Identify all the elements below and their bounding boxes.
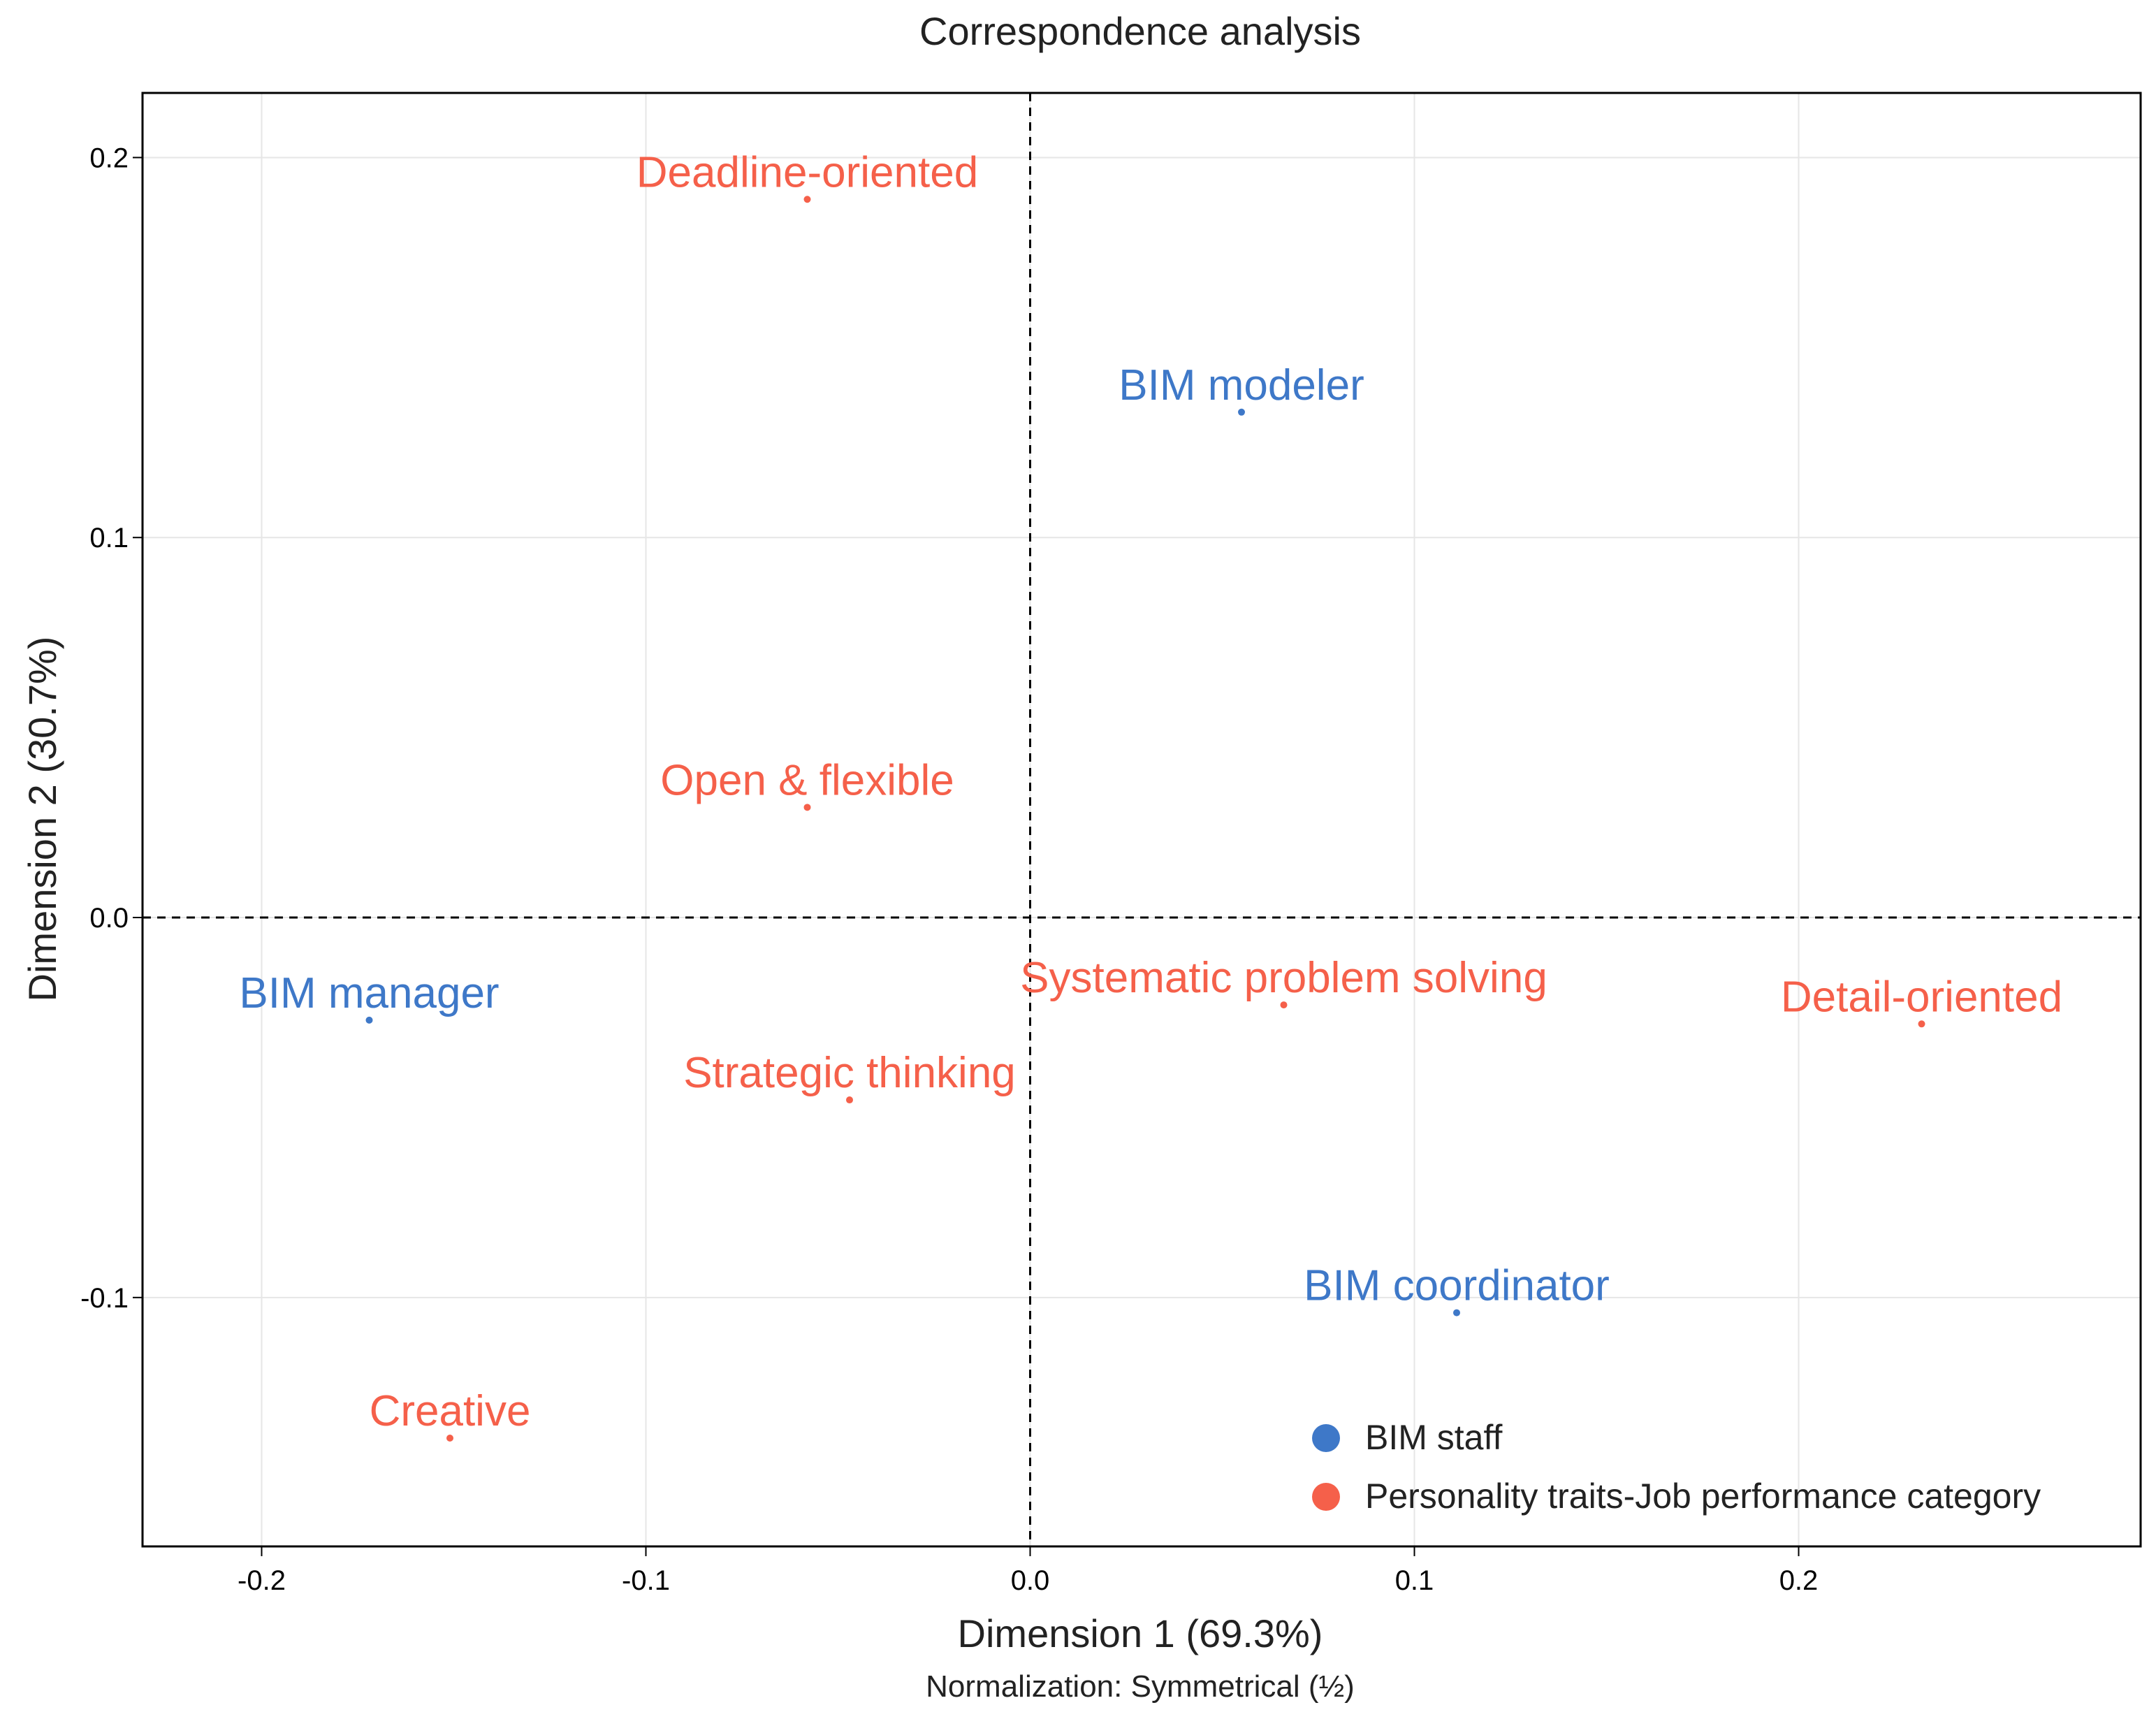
point-bim-coordinator bbox=[1453, 1309, 1460, 1317]
point-label-deadline-oriented: Deadline-oriented bbox=[636, 148, 978, 196]
legend-label-traits: Personality traits-Job performance categ… bbox=[1365, 1477, 2041, 1516]
point-systematic-problem-solving bbox=[1280, 1001, 1288, 1009]
legend-marker-bim-staff bbox=[1312, 1424, 1340, 1452]
x-axis-ticks: -0.2 -0.1 0.0 0.1 0.2 bbox=[238, 1546, 1818, 1596]
point-label-detail-oriented: Detail-oriented bbox=[1781, 973, 2062, 1021]
normalization-subtitle: Normalization: Symmetrical (½) bbox=[926, 1669, 1355, 1704]
x-tick-label: -0.2 bbox=[238, 1565, 286, 1596]
x-tick-label: 0.0 bbox=[1011, 1565, 1050, 1596]
x-tick-label: 0.1 bbox=[1395, 1565, 1434, 1596]
data-points: BIM modeler BIM manager BIM coordinator Dea… bbox=[239, 148, 2062, 1442]
point-label-creative: Creative bbox=[370, 1387, 531, 1435]
point-deadline-oriented bbox=[803, 196, 811, 203]
x-axis-label: Dimension 1 (69.3%) bbox=[958, 1611, 1323, 1655]
y-tick-label: 0.2 bbox=[89, 143, 129, 173]
chart-title: Correspondence analysis bbox=[919, 9, 1361, 53]
x-tick-label: -0.1 bbox=[622, 1565, 670, 1596]
legend: BIM staff Personality traits-Job perform… bbox=[1312, 1418, 2041, 1516]
point-creative bbox=[446, 1435, 453, 1442]
point-label-open-flexible: Open & flexible bbox=[660, 756, 954, 804]
point-bim-manager bbox=[365, 1016, 373, 1024]
legend-marker-traits bbox=[1312, 1483, 1340, 1511]
point-label-bim-manager: BIM manager bbox=[239, 969, 499, 1017]
point-label-bim-modeler: BIM modeler bbox=[1119, 361, 1364, 409]
point-detail-oriented bbox=[1918, 1020, 1925, 1028]
point-strategic-thinking bbox=[846, 1096, 853, 1104]
point-label-strategic-thinking: Strategic thinking bbox=[683, 1049, 1016, 1097]
y-axis-label: Dimension 2 (30.7%) bbox=[20, 637, 64, 1002]
y-tick-label: 0.0 bbox=[89, 903, 129, 934]
point-open-flexible bbox=[803, 804, 811, 811]
legend-label-bim-staff: BIM staff bbox=[1365, 1418, 1502, 1457]
y-axis-ticks: -0.1 0.0 0.1 0.2 bbox=[80, 143, 143, 1314]
reference-lines bbox=[143, 93, 2141, 1546]
plot-border bbox=[141, 92, 2142, 1548]
x-tick-label: 0.2 bbox=[1779, 1565, 1819, 1596]
y-tick-label: -0.1 bbox=[80, 1283, 129, 1314]
y-tick-label: 0.1 bbox=[89, 523, 129, 553]
point-bim-modeler bbox=[1238, 408, 1245, 416]
point-label-systematic-problem-solving: Systematic problem solving bbox=[1020, 954, 1547, 1002]
point-label-bim-coordinator: BIM coordinator bbox=[1304, 1262, 1610, 1310]
